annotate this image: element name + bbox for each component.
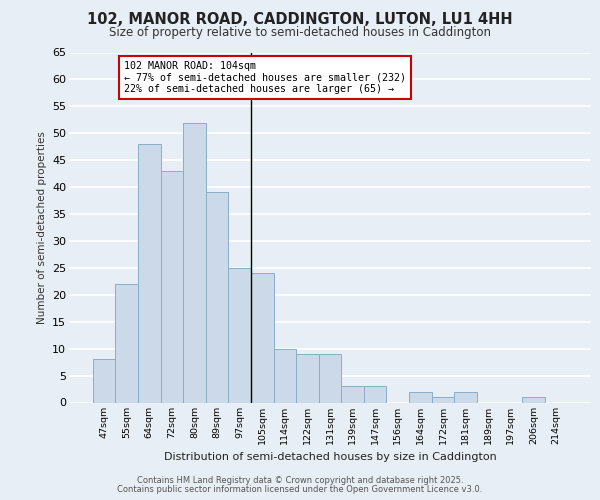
Bar — [341, 386, 364, 402]
Y-axis label: Number of semi-detached properties: Number of semi-detached properties — [37, 131, 47, 324]
Bar — [251, 274, 274, 402]
Text: 102 MANOR ROAD: 104sqm
← 77% of semi-detached houses are smaller (232)
22% of se: 102 MANOR ROAD: 104sqm ← 77% of semi-det… — [124, 60, 406, 94]
Bar — [364, 386, 386, 402]
Bar — [296, 354, 319, 403]
Bar — [183, 122, 206, 402]
Bar — [431, 397, 454, 402]
Bar — [229, 268, 251, 402]
Bar — [454, 392, 477, 402]
Bar — [206, 192, 229, 402]
Text: Contains public sector information licensed under the Open Government Licence v3: Contains public sector information licen… — [118, 485, 482, 494]
Text: 102, MANOR ROAD, CADDINGTON, LUTON, LU1 4HH: 102, MANOR ROAD, CADDINGTON, LUTON, LU1 … — [87, 12, 513, 28]
Bar — [274, 348, 296, 403]
Bar — [409, 392, 431, 402]
Bar — [522, 397, 545, 402]
Bar — [93, 360, 115, 403]
Bar — [319, 354, 341, 403]
X-axis label: Distribution of semi-detached houses by size in Caddington: Distribution of semi-detached houses by … — [164, 452, 496, 462]
Text: Contains HM Land Registry data © Crown copyright and database right 2025.: Contains HM Land Registry data © Crown c… — [137, 476, 463, 485]
Bar — [138, 144, 161, 403]
Bar — [115, 284, 138, 403]
Text: Size of property relative to semi-detached houses in Caddington: Size of property relative to semi-detach… — [109, 26, 491, 39]
Bar — [161, 171, 183, 402]
